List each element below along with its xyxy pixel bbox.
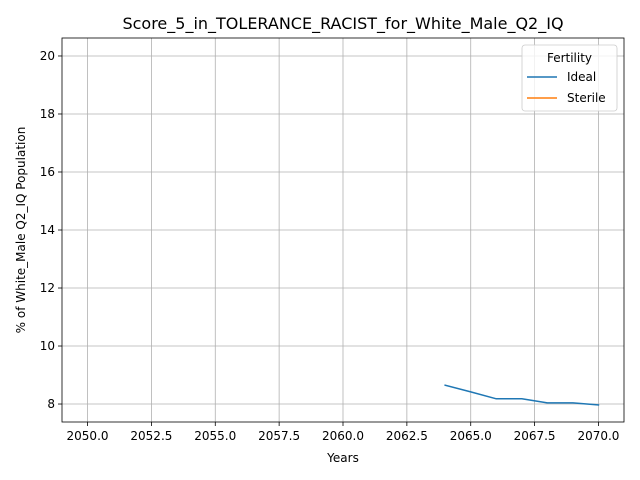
x-tick-label: 2065.0 bbox=[450, 429, 492, 443]
y-axis-ticks: 8 10 12 14 16 18 20 bbox=[40, 49, 62, 411]
legend-box bbox=[521, 44, 618, 112]
y-tick-label: 12 bbox=[40, 281, 55, 295]
y-tick-label: 10 bbox=[40, 339, 55, 353]
x-tick-label: 2062.5 bbox=[386, 429, 428, 443]
x-axis-label: Years bbox=[326, 451, 359, 465]
y-tick-label: 16 bbox=[40, 165, 55, 179]
x-tick-label: 2067.5 bbox=[514, 429, 556, 443]
x-axis-ticks: 2050.0 2052.5 2055.0 2057.5 2060.0 2062.5 2065… bbox=[67, 422, 619, 443]
legend-label-sterile: Sterile bbox=[567, 91, 606, 105]
legend: Fertility Ideal Sterile bbox=[521, 44, 618, 112]
x-tick-label: 2055.0 bbox=[194, 429, 236, 443]
y-tick-label: 20 bbox=[40, 49, 55, 63]
chart-title: Score_5_in_TOLERANCE_RACIST_for_White_Ma… bbox=[122, 14, 563, 34]
y-tick-label: 14 bbox=[40, 223, 55, 237]
x-tick-label: 2057.5 bbox=[258, 429, 300, 443]
x-tick-label: 2052.5 bbox=[130, 429, 172, 443]
y-tick-label: 18 bbox=[40, 107, 55, 121]
series-line-ideal bbox=[444, 384, 600, 406]
series-lines bbox=[444, 384, 600, 406]
x-tick-label: 2060.0 bbox=[322, 429, 364, 443]
legend-title: Fertility bbox=[547, 51, 592, 65]
legend-label-ideal: Ideal bbox=[567, 70, 596, 84]
x-tick-label: 2050.0 bbox=[67, 429, 109, 443]
y-axis-label: % of White_Male Q2_IQ Population bbox=[14, 127, 28, 334]
y-tick-label: 8 bbox=[47, 397, 55, 411]
x-tick-label: 2070.0 bbox=[577, 429, 619, 443]
